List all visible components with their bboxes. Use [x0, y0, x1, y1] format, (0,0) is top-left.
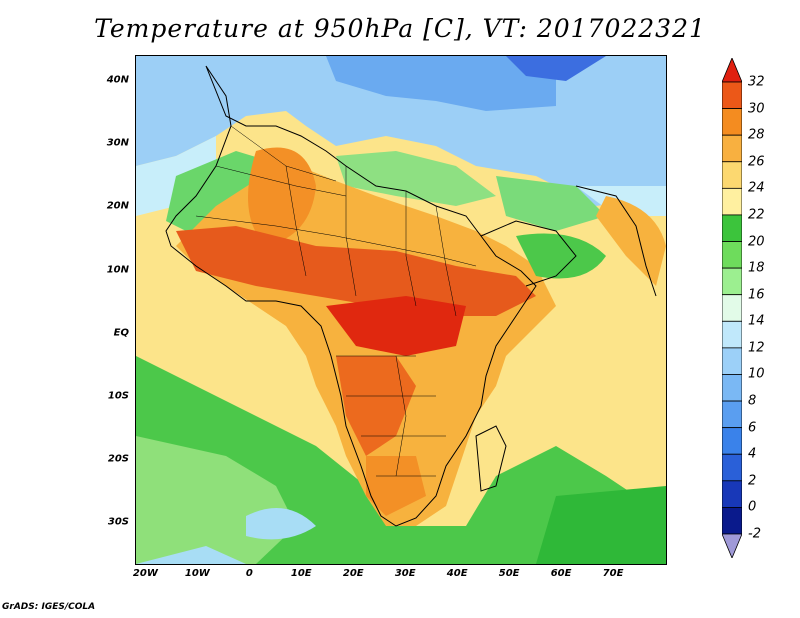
colorbar-segment	[722, 427, 742, 455]
colorbar-segment	[722, 187, 742, 216]
map-title: Temperature at 950hPa [C], VT: 201702232…	[94, 14, 706, 43]
colorbar-segment	[722, 134, 742, 163]
lon-tick-label: 50E	[498, 568, 520, 579]
lon-tick-label: 30E	[394, 568, 416, 579]
colorbar-segment	[722, 400, 742, 429]
colorbar-tick-label: 22	[748, 207, 765, 223]
lat-tick-label: 40N	[106, 74, 129, 86]
black-sea-deep-blue	[506, 56, 606, 81]
colorbar-tick-label: 28	[748, 127, 765, 143]
colorbar	[722, 58, 742, 558]
country-borders	[195, 125, 477, 477]
lon-tick-label: 40E	[446, 568, 468, 579]
colorbar-segment	[722, 320, 742, 349]
colorbar-segment	[722, 214, 742, 242]
lat-tick-label: 30S	[107, 516, 129, 528]
colorbar-tick-label: 0	[748, 499, 757, 515]
colorbar-max-triangle	[722, 58, 742, 83]
lat-tick-label: 10S	[107, 390, 129, 402]
colorbar-tick-label: 18	[748, 260, 765, 276]
north-africa-green	[336, 151, 496, 206]
colorbar-segment	[722, 161, 742, 189]
colorbar-tick-label: 12	[748, 340, 765, 356]
colorbar-tick-label: 10	[748, 366, 765, 382]
arabian-sea-green	[516, 233, 606, 279]
colorbar-min-triangle	[722, 533, 742, 558]
map-panel	[135, 55, 667, 565]
sahara-hot-zone	[248, 147, 316, 246]
colorbar-segment	[722, 374, 742, 402]
lon-tick-label: 60E	[550, 568, 572, 579]
lat-tick-label: 30N	[106, 137, 129, 149]
congo-hot	[336, 356, 416, 456]
colorbar-segment	[722, 347, 742, 375]
colorbar-segment	[722, 453, 742, 482]
arabia-north-green	[496, 176, 606, 231]
lon-tick-label: 70E	[602, 568, 624, 579]
lon-tick-label: 0	[245, 568, 253, 579]
credit-text: GrADS: IGES/COLA	[2, 602, 96, 612]
colorbar-segment	[722, 294, 742, 322]
colorbar-tick-label: 26	[748, 154, 765, 170]
lat-tick-label: EQ	[113, 327, 129, 339]
south-cool-patch	[136, 546, 246, 564]
india-warm	[596, 196, 666, 286]
lon-tick-label: 20E	[342, 568, 364, 579]
lon-tick-label: 20W	[132, 568, 158, 579]
lat-tick-label: 20N	[106, 200, 129, 212]
colorbar-tick-label: 20	[748, 234, 765, 250]
sahel-hot-zone	[176, 226, 536, 316]
central-africa-hottest	[326, 296, 466, 356]
colorbar-tick-label: 2	[748, 473, 757, 489]
colorbar-segment	[722, 241, 742, 269]
south-interior-warm	[366, 456, 426, 516]
colorbar-tick-label: 4	[748, 446, 757, 462]
coastlines	[165, 65, 657, 527]
colorbar-segment	[722, 108, 742, 136]
colorbar-tick-label: 8	[748, 393, 757, 409]
lat-tick-label: 10N	[106, 264, 129, 276]
lat-tick-label: 20S	[107, 453, 129, 465]
colorbar-tick-label: 30	[748, 101, 765, 117]
mediterranean-blue	[326, 56, 556, 111]
southwest-cool-patch	[246, 508, 316, 540]
colorbar-tick-label: 24	[748, 180, 765, 196]
lon-tick-label: 10E	[290, 568, 312, 579]
colorbar-tick-label: -2	[748, 526, 761, 542]
lon-tick-label: 10W	[184, 568, 210, 579]
colorbar-segment	[722, 267, 742, 296]
colorbar-segment	[722, 507, 742, 535]
colorbar-tick-label: 14	[748, 313, 765, 329]
colorbar-tick-label: 16	[748, 287, 765, 303]
colorbar-tick-label: 32	[748, 74, 765, 90]
temperature-map	[136, 56, 666, 564]
southeast-green	[536, 486, 666, 564]
colorbar-segment	[722, 81, 742, 109]
colorbar-tick-label: 6	[748, 420, 757, 436]
colorbar-segment	[722, 480, 742, 508]
